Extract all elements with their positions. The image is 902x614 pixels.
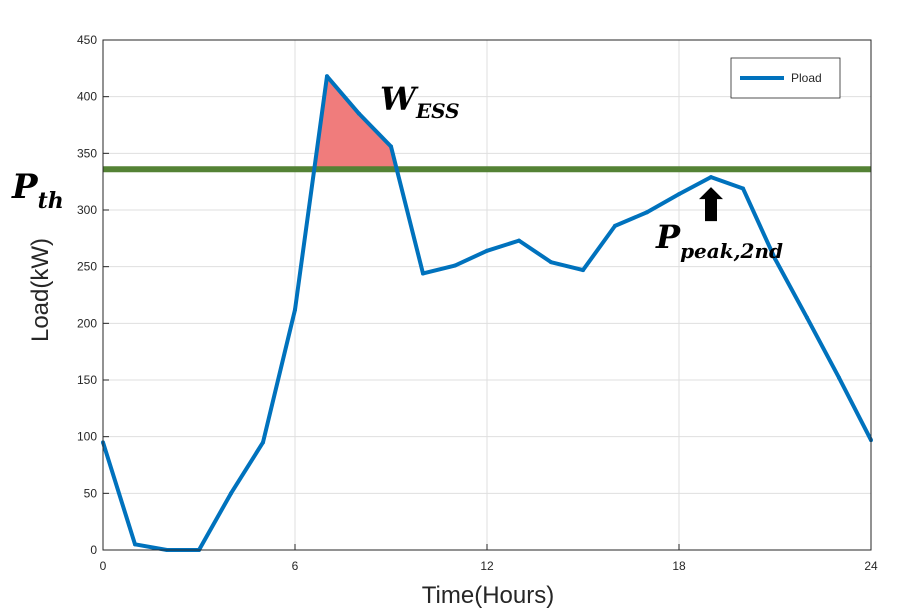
second-peak-label-sub: peak,2nd xyxy=(680,239,783,263)
x-tick-label: 12 xyxy=(480,559,494,573)
data-point xyxy=(517,238,521,243)
data-point xyxy=(357,111,361,116)
data-point xyxy=(773,256,777,261)
y-tick-label: 200 xyxy=(77,316,97,330)
y-tick-label: 300 xyxy=(77,203,97,217)
y-tick-label: 100 xyxy=(77,430,97,444)
y-axis-label: Load(kW) xyxy=(27,238,54,342)
data-point xyxy=(453,263,457,268)
ess-area xyxy=(314,76,397,170)
legend-label-pload: Pload xyxy=(791,71,822,85)
data-point xyxy=(389,144,393,149)
tick-labels: 0 6 12 18 24 0 50 100 150 200 250 300 350 400 450 xyxy=(77,33,878,573)
ess-label-sub: ESS xyxy=(415,99,460,123)
data-point xyxy=(293,307,297,312)
y-tick-label: 400 xyxy=(77,90,97,104)
data-point xyxy=(741,186,745,191)
x-tick-label: 0 xyxy=(100,559,107,573)
series-layer xyxy=(101,74,873,552)
up-arrow-icon xyxy=(699,187,723,222)
data-point xyxy=(613,223,617,228)
data-point xyxy=(261,440,265,445)
second-peak-annotation: Ppeak,2nd xyxy=(655,187,783,263)
data-point xyxy=(229,491,233,496)
data-point xyxy=(325,74,329,79)
second-peak-label-main: P xyxy=(655,218,681,256)
data-point xyxy=(677,192,681,197)
y-tick-label: 350 xyxy=(77,146,97,160)
x-tick-label: 24 xyxy=(864,559,878,573)
threshold-label-sub: th xyxy=(38,188,64,214)
x-tick-label: 6 xyxy=(292,559,299,573)
ess-area-layer xyxy=(314,76,397,170)
y-tick-label: 0 xyxy=(90,543,97,557)
data-point xyxy=(133,542,137,547)
svg-text:WESS: WESS xyxy=(380,80,460,123)
x-axis-label: Time(Hours) xyxy=(422,582,554,609)
data-point xyxy=(709,175,713,180)
svg-text:Pth: Pth xyxy=(11,167,64,214)
data-point xyxy=(645,210,649,215)
data-point xyxy=(485,248,489,253)
y-tick-label: 50 xyxy=(84,486,98,500)
data-point xyxy=(837,375,841,380)
threshold-label-main: P xyxy=(11,167,39,207)
data-point xyxy=(805,315,809,320)
data-point xyxy=(421,271,425,276)
x-tick-label: 18 xyxy=(672,559,686,573)
ess-label-main: W xyxy=(380,80,419,118)
y-tick-label: 250 xyxy=(77,260,97,274)
y-tick-label: 150 xyxy=(77,373,97,387)
ess-annotation: WESS xyxy=(380,80,460,123)
data-point xyxy=(549,260,553,265)
svg-text:Ppeak,2nd: Ppeak,2nd xyxy=(655,218,783,263)
data-point xyxy=(581,268,585,273)
y-tick-label: 450 xyxy=(77,33,97,47)
threshold-annotation: Pth xyxy=(11,167,64,214)
legend: Pload xyxy=(730,57,841,99)
